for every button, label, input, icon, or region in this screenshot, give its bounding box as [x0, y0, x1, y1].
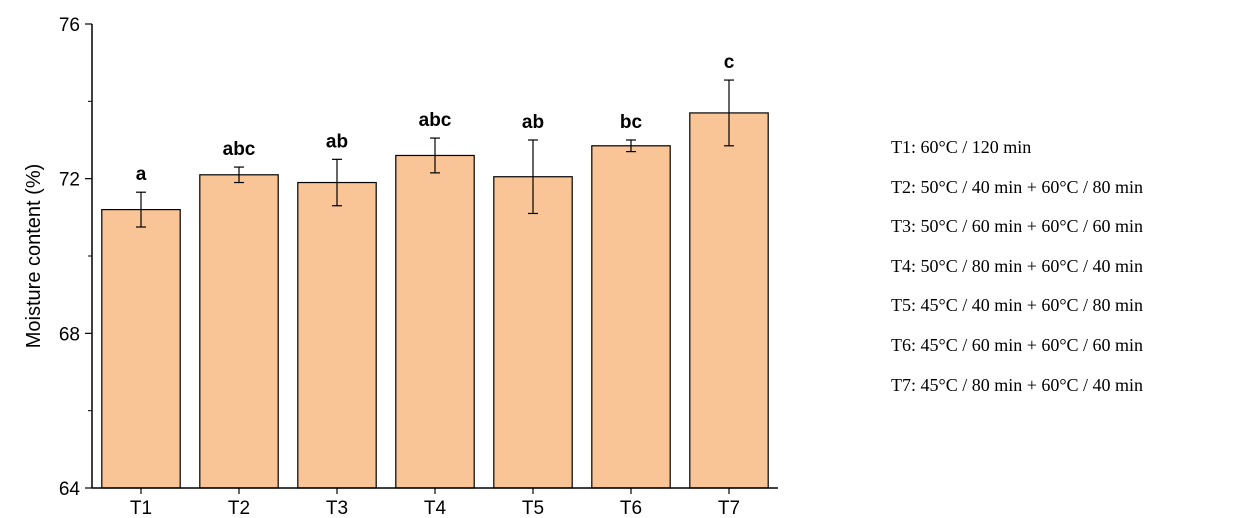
significance-labels-group: a abc ab abc ab bc c — [136, 52, 735, 185]
error-bars-group — [136, 79, 734, 228]
y-tick-label-64: 64 — [59, 479, 81, 500]
x-tick-label-t7: T7 — [718, 498, 740, 518]
y-axis-title: Moisture content (%) — [23, 164, 45, 349]
y-tick-label-68: 68 — [59, 324, 80, 345]
x-tick-label-t6: T6 — [620, 498, 642, 518]
bar-chart: Moisture content (%) a abc ab abc ab bc c 64 68… — [23, 15, 778, 518]
significance-label-t3: ab — [326, 131, 348, 152]
significance-label-t4: abc — [419, 110, 452, 131]
significance-label-t5: ab — [522, 112, 544, 133]
bar-t2 — [199, 174, 279, 489]
legend-item-t5: T5: 45°C / 40 min + 60°C / 80 min — [891, 295, 1144, 316]
bar-t5 — [493, 176, 573, 489]
bar-t4 — [395, 154, 475, 489]
y-tick-label-72: 72 — [59, 170, 80, 191]
significance-label-t6: bc — [620, 112, 643, 133]
bar-t7 — [689, 112, 769, 489]
x-tick-label-t5: T5 — [522, 498, 544, 518]
y-ticks-group: 64 68 72 76 — [59, 15, 92, 500]
bar-t1 — [101, 209, 181, 489]
legend-item-t2: T2: 50°C / 40 min + 60°C / 80 min — [891, 176, 1144, 197]
legend-item-t7: T7: 45°C / 80 min + 60°C / 40 min — [891, 374, 1144, 395]
significance-label-t1: a — [136, 164, 147, 185]
bars-group — [101, 112, 769, 489]
y-tick-label-76: 76 — [59, 15, 80, 36]
x-tick-label-t1: T1 — [130, 498, 152, 518]
legend-item-t6: T6: 45°C / 60 min + 60°C / 60 min — [891, 334, 1144, 355]
x-tick-label-t3: T3 — [326, 498, 348, 518]
bar-t6 — [591, 145, 671, 489]
legend-item-t3: T3: 50°C / 60 min + 60°C / 60 min — [891, 216, 1144, 237]
significance-label-t7: c — [724, 52, 735, 73]
x-ticks-group: T1 T2 T3 T4 T5 T6 T7 — [130, 488, 740, 518]
legend-item-t1: T1: 60°C / 120 min — [891, 137, 1032, 157]
treatment-legend: T1: 60°C / 120 min T2: 50°C / 40 min + 60… — [891, 134, 1143, 411]
bar-t3 — [297, 181, 377, 489]
significance-label-t2: abc — [223, 139, 256, 160]
legend-item-t4: T4: 50°C / 80 min + 60°C / 40 min — [891, 255, 1144, 276]
x-tick-label-t2: T2 — [228, 498, 250, 518]
x-tick-label-t4: T4 — [424, 498, 447, 518]
